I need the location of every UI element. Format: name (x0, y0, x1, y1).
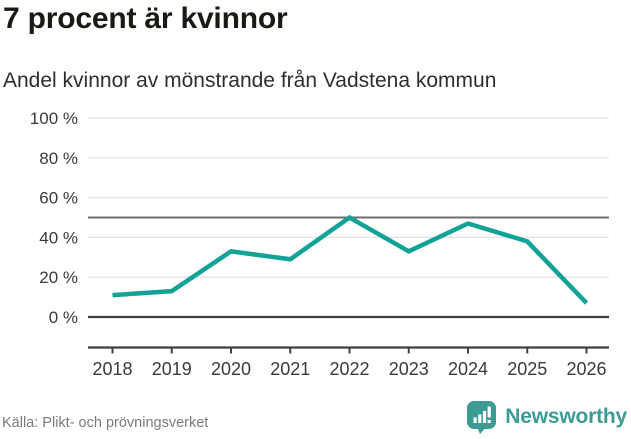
y-tick-label: 20 % (39, 268, 78, 287)
chart-title: 7 procent är kvinnor (3, 2, 288, 35)
source-note: Källa: Plikt- och prövningsverket (2, 415, 209, 431)
x-tick-label: 2026 (566, 359, 606, 379)
y-tick-label: 60 % (39, 189, 78, 208)
x-tick-label: 2021 (270, 359, 310, 379)
x-tick-label: 2023 (389, 359, 429, 379)
y-tick-label: 40 % (39, 228, 78, 247)
newsworthy-wordmark: Newsworthy (505, 405, 627, 428)
y-tick-label: 0 % (49, 308, 78, 327)
y-tick-label: 100 % (30, 109, 78, 128)
data-line (112, 214, 589, 305)
x-tick-label: 2018 (92, 359, 132, 379)
chart-subtitle: Andel kvinnor av mönstrande från Vadsten… (3, 69, 497, 92)
newsworthy-logo: Newsworthy (466, 400, 627, 434)
line-chart: 2018 2019 2020 2021 2022 2023 2024 2025 2026 0 % 2… (30, 109, 609, 379)
x-tick-label: 2025 (507, 359, 547, 379)
x-tick-label: 2022 (329, 359, 369, 379)
y-tick-label: 80 % (39, 149, 78, 168)
x-tick-label: 2020 (211, 359, 251, 379)
x-tick-label: 2019 (152, 359, 192, 379)
newsworthy-logo-icon (467, 401, 497, 434)
x-tick-label: 2024 (448, 359, 488, 379)
